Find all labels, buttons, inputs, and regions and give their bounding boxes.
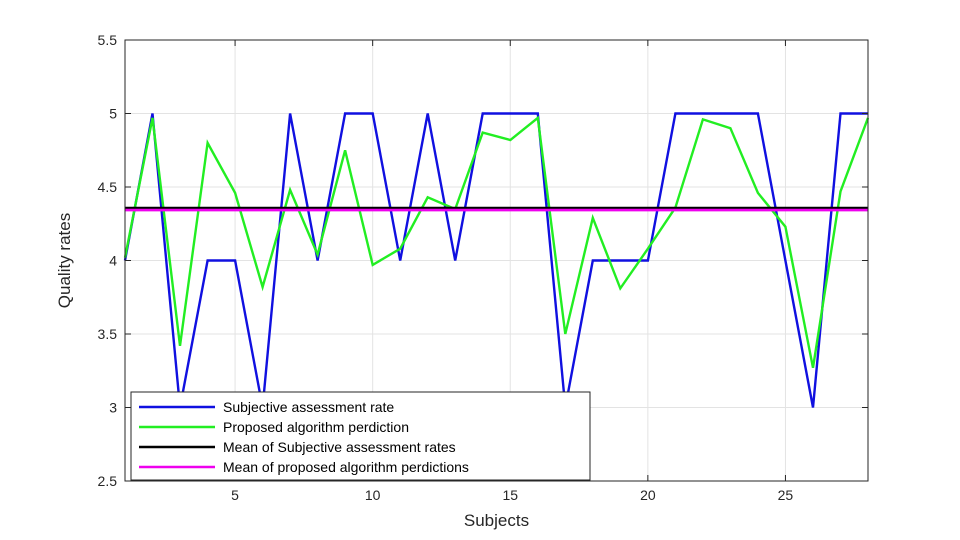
- series-line-subjective-assessment-rate: [123, 112, 868, 408]
- legend-entry-label: Proposed algorithm perdiction: [223, 419, 409, 435]
- legend-entry-label: Mean of proposed algorithm perdictions: [223, 459, 469, 475]
- series-line-proposed-algorithm-perdiction: [123, 115, 870, 369]
- x-tick-label: 10: [365, 487, 381, 503]
- y-tick-label: 5: [109, 106, 117, 122]
- x-tick-label: 5: [231, 487, 239, 503]
- x-axis-label: Subjects: [464, 511, 529, 530]
- legend-entry-label: Subjective assessment rate: [223, 399, 394, 415]
- x-tick-label: 25: [778, 487, 794, 503]
- y-tick-label: 5.5: [98, 32, 118, 48]
- x-tick-label: 15: [502, 487, 518, 503]
- y-tick-label: 3: [109, 400, 117, 416]
- y-tick-label: 2.5: [98, 473, 118, 489]
- axis-ticks: 5 10 15 20 25 2.5 3 3.5 4 4.5 5 5.5: [98, 32, 868, 503]
- x-tick-label: 20: [640, 487, 656, 503]
- y-tick-label: 4.5: [98, 179, 118, 195]
- legend-entry-label: Mean of Subjective assessment rates: [223, 439, 456, 455]
- y-axis-label: Quality rates: [55, 213, 74, 308]
- series-lines: [123, 112, 870, 408]
- y-tick-label: 4: [109, 253, 117, 269]
- y-tick-label: 3.5: [98, 326, 118, 342]
- legend: Subjective assessment rate Proposed algor…: [130, 391, 591, 481]
